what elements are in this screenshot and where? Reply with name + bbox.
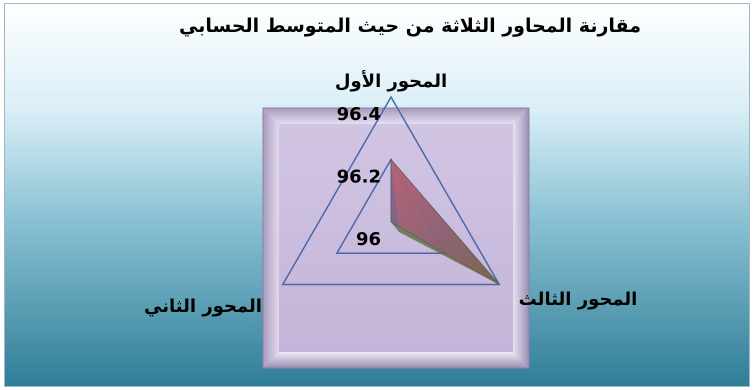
plot-bevel-bottom xyxy=(263,352,529,368)
chart-title: مقارنة المحاور الثلاثة من حيث المتوسط ال… xyxy=(179,15,641,37)
category-label-axis-3: المحور الثالث xyxy=(519,289,638,310)
series-facet-2 xyxy=(391,159,399,232)
radar-chart: مقارنة المحاور الثلاثة من حيث المتوسط ال… xyxy=(5,4,749,386)
tick-label-0: 96 xyxy=(356,229,381,250)
radial-tick-labels: 96 96.2 96.4 xyxy=(337,104,381,250)
series-facet-0 xyxy=(391,159,500,285)
plot-bevel-top xyxy=(263,108,529,124)
radar-gridline-2 xyxy=(281,95,501,286)
category-label-axis-1: المحور الأول xyxy=(335,70,447,92)
plot-bevel-right xyxy=(513,108,529,368)
tick-label-2: 96.4 xyxy=(337,104,381,125)
plot-area xyxy=(262,107,530,369)
plot-area-face xyxy=(263,108,529,368)
plot-area-border xyxy=(262,107,530,369)
series-facet-1 xyxy=(391,222,500,285)
plot-bevel-left xyxy=(263,108,279,368)
chart-container: مقارنة المحاور الثلاثة من حيث المتوسط ال… xyxy=(4,3,750,387)
tick-label-1: 96.2 xyxy=(337,167,381,188)
radar-series xyxy=(390,158,500,285)
category-label-axis-2: المحور الثاني xyxy=(144,296,262,317)
